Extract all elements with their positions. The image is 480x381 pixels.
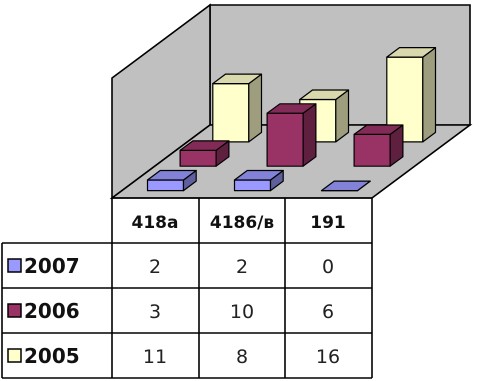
table-cell: 16: [316, 346, 340, 368]
bar-2006-1-side: [302, 103, 317, 167]
bar-2007-2-top: [320, 180, 371, 192]
bar-2005-2-top: [386, 46, 437, 58]
category-label: 191: [310, 213, 346, 233]
bar-2006-0-front: [179, 149, 217, 167]
bar-2007-1-top: [233, 169, 284, 181]
bar-2005-2-side: [422, 46, 437, 143]
table-cell: 0: [322, 256, 334, 278]
row-label: 2007: [24, 254, 80, 278]
data-table: [1, 197, 373, 379]
legend-swatch-2006: [7, 303, 22, 318]
bar-2005-0-top: [212, 73, 263, 85]
table-cell: 6: [322, 301, 334, 323]
category-label: 4186/в: [210, 213, 275, 233]
bar-2006-2-front: [353, 133, 391, 167]
legend-swatch-2005: [7, 348, 22, 363]
bar-2007-0-top: [146, 169, 197, 181]
bar-2006-2-top: [353, 124, 404, 135]
table-cell: 2: [149, 256, 161, 278]
bar-2006-0-top: [179, 140, 230, 151]
table-cell: 8: [236, 346, 248, 368]
bar-2007-0-front: [146, 179, 185, 192]
table-cell: 10: [230, 301, 254, 323]
legend-swatch-2007: [7, 258, 22, 273]
bar-2006-1-front: [266, 112, 304, 167]
bar-2006-1-top: [266, 103, 317, 114]
table-cell: 2: [236, 256, 248, 278]
category-label: 418a: [132, 213, 179, 233]
row-label: 2006: [24, 299, 80, 323]
bars-layer: [146, 46, 437, 192]
bar-2005-0-front: [212, 82, 250, 143]
row-label: 2005: [24, 344, 80, 368]
table-cell: 3: [149, 301, 161, 323]
bar-2005-0-side: [248, 73, 263, 143]
bar-2005-1-top: [299, 89, 350, 101]
bar-2007-1-front: [233, 179, 272, 192]
table-cell: 11: [143, 346, 167, 368]
